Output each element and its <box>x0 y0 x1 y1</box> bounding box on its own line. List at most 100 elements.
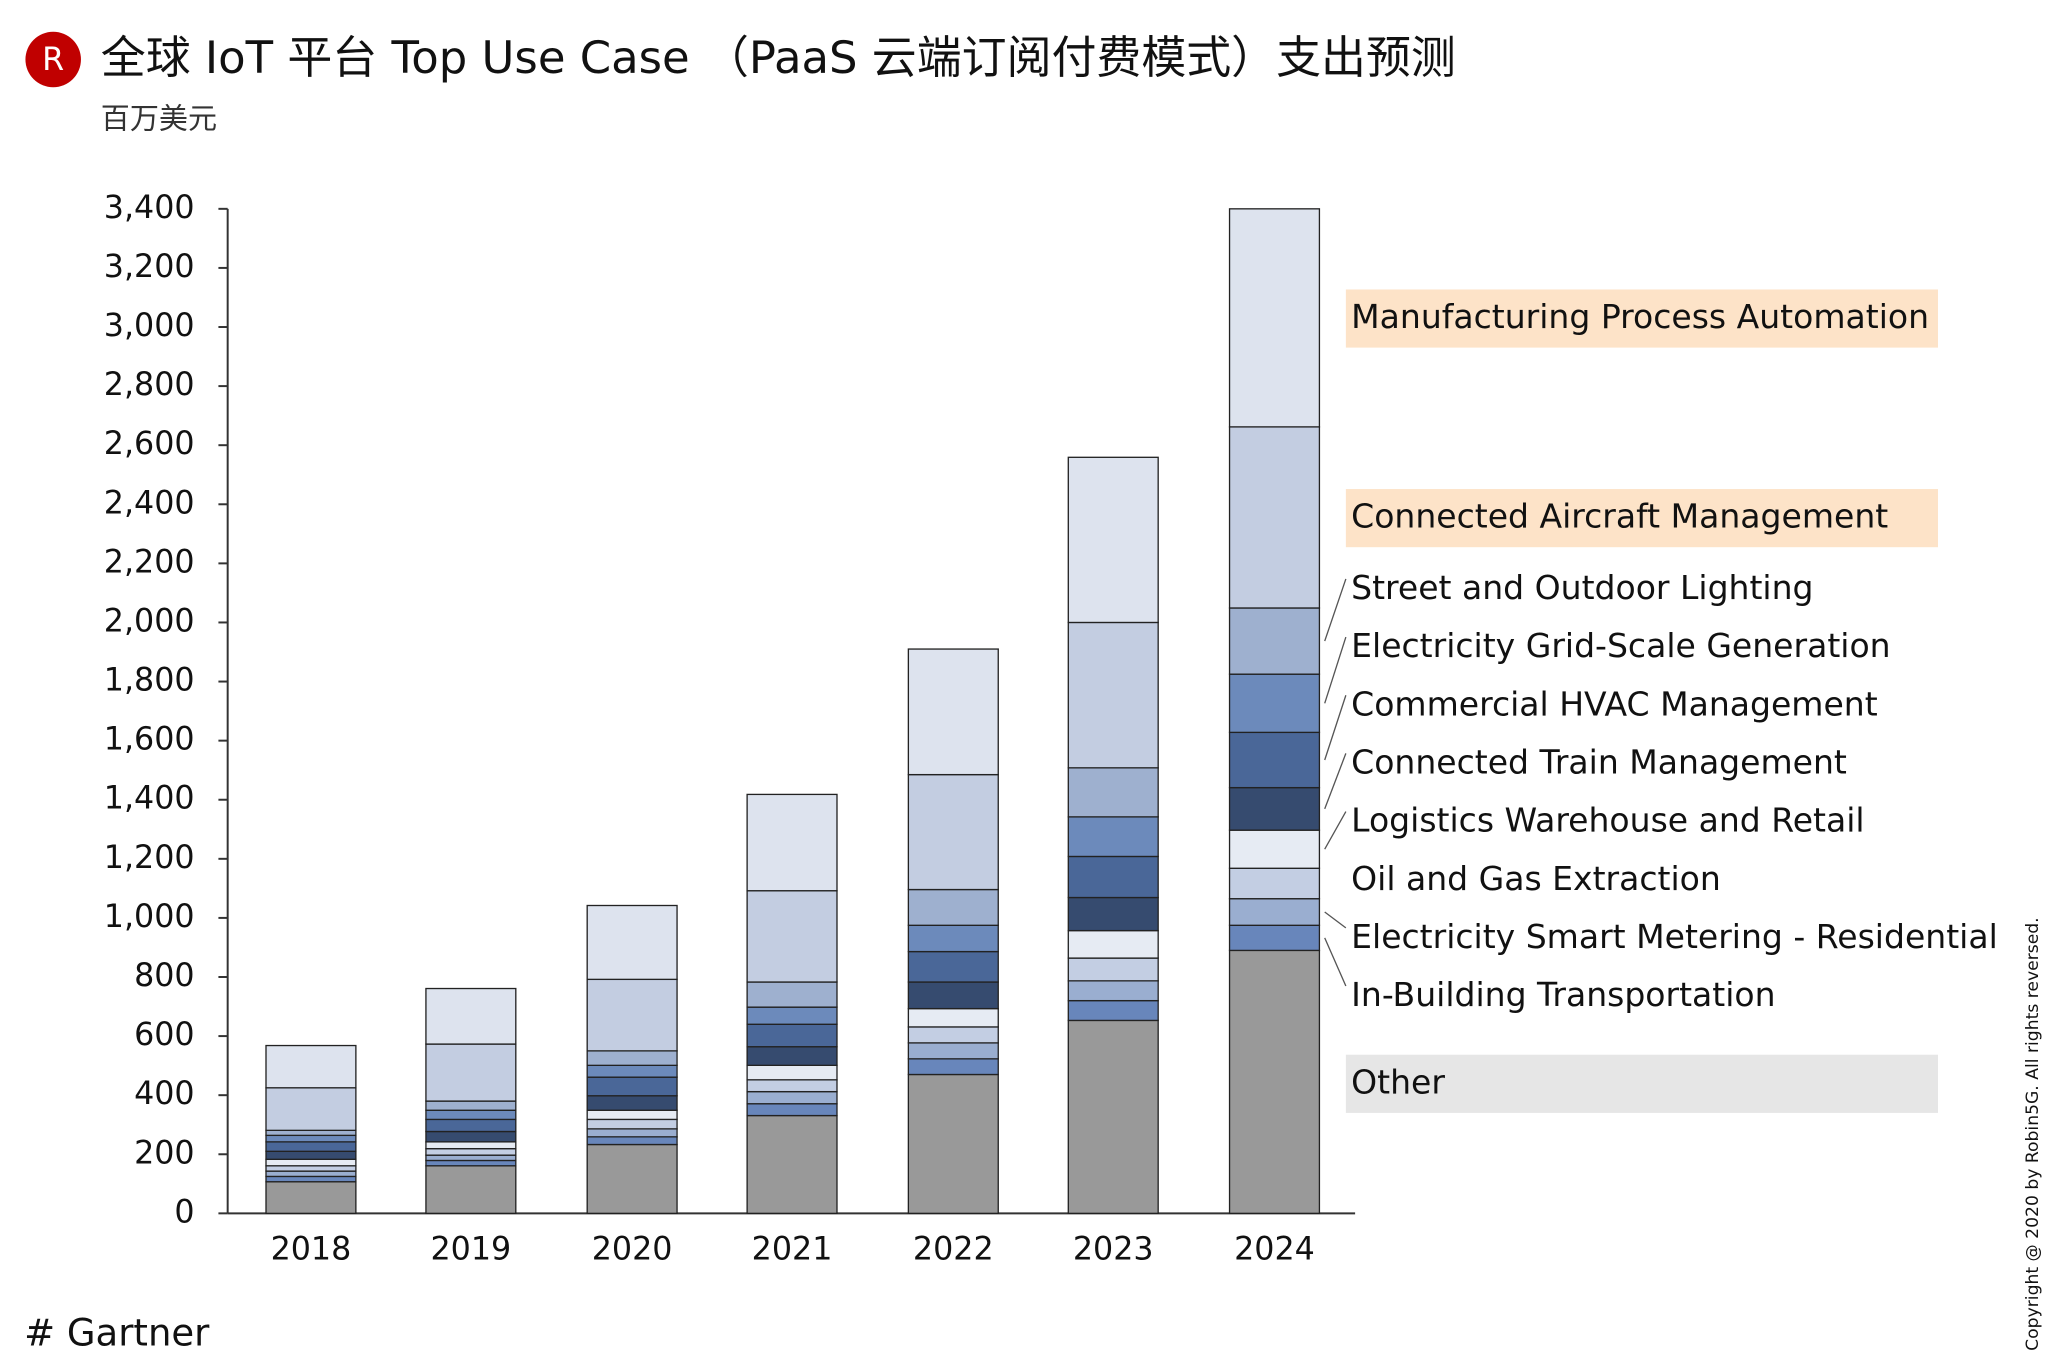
bar-segment <box>1067 896 1159 932</box>
x-tick-label: 2020 <box>592 1231 673 1267</box>
chart-title: 全球 IoT 平台 Top Use Case （PaaS 云端订阅付费模式）支出… <box>101 31 1456 84</box>
bar-segment <box>425 1165 517 1215</box>
bar-segment <box>586 1064 678 1078</box>
y-tick-label: 2,600 <box>104 426 195 462</box>
bar-segment <box>265 1175 357 1183</box>
legend-label: Electricity Smart Metering - Residential <box>1351 917 1998 956</box>
bar-segment <box>1067 957 1159 982</box>
legend-leader <box>1324 811 1347 850</box>
y-tick-label: 1,400 <box>104 781 195 817</box>
legend-leader <box>1324 911 1347 929</box>
bar-segment <box>907 648 999 776</box>
bar-segment <box>746 1046 838 1066</box>
bar-segment <box>425 1100 517 1111</box>
bar-segment <box>907 1058 999 1076</box>
y-tick-label: 3,400 <box>104 190 195 226</box>
bar-segment <box>586 1128 678 1138</box>
y-tick-label: 0 <box>174 1194 194 1230</box>
bar-segment <box>586 1143 678 1215</box>
legend-highlight <box>1345 1054 1938 1113</box>
bar-segment <box>907 888 999 926</box>
bar-segment <box>265 1158 357 1167</box>
y-tick-label: 1,800 <box>104 663 195 699</box>
bar-segment <box>907 773 999 891</box>
y-tick-label: 1,200 <box>104 840 195 876</box>
bar-segment <box>1067 855 1159 899</box>
legend-label: Connected Train Management <box>1351 742 1847 781</box>
x-tick-label: 2022 <box>913 1231 994 1267</box>
bar-segment <box>1067 621 1159 769</box>
bar-segment <box>746 1064 838 1081</box>
logo-circle <box>25 31 81 88</box>
bar-segment <box>907 950 999 983</box>
bar-segment <box>1228 949 1321 1215</box>
bar-segment <box>1067 980 1159 1002</box>
x-tick-label: 2023 <box>1073 1231 1154 1267</box>
y-tick-label: 200 <box>134 1135 195 1171</box>
bar-segment <box>425 1159 517 1167</box>
bar-segment <box>746 1103 838 1117</box>
bar-segment <box>1228 208 1321 428</box>
x-tick-label: 2018 <box>271 1231 352 1267</box>
bar-segment <box>425 1043 517 1102</box>
bar-segment <box>746 1023 838 1048</box>
bar-segment <box>746 890 838 983</box>
bar-segment <box>586 1095 678 1111</box>
bar-segment <box>907 981 999 1010</box>
y-tick-label: 3,000 <box>104 308 195 344</box>
copyright: Copyright @ 2020 by Robin5G. All rights … <box>2023 917 2043 1350</box>
bar-segment <box>425 1147 517 1156</box>
bar-segment <box>746 1114 838 1215</box>
bar-segment <box>746 981 838 1008</box>
bar-segment <box>746 1090 838 1105</box>
legend-label: Manufacturing Process Automation <box>1351 297 1929 336</box>
legend-highlight <box>1345 489 1938 548</box>
bar-segment <box>586 1109 678 1121</box>
bar-segment <box>265 1141 357 1152</box>
bar-segment <box>907 924 999 953</box>
bar-segment <box>1067 999 1159 1022</box>
logo: R <box>42 42 64 78</box>
source: # Gartner <box>24 1311 210 1354</box>
bar-segment <box>1067 929 1159 959</box>
bar-segment <box>586 1050 678 1066</box>
bar-segment <box>586 1118 678 1130</box>
chart-subtitle: 百万美元 <box>101 101 217 135</box>
bar-segment <box>586 1076 678 1097</box>
bar-segment <box>265 1044 357 1089</box>
bar-segment <box>907 1042 999 1060</box>
bar-segment <box>586 1136 678 1146</box>
bar-segment <box>265 1087 357 1131</box>
legend-leader <box>1324 937 1347 987</box>
y-tick-label: 3,200 <box>104 249 195 285</box>
y-tick-label: 1,600 <box>104 722 195 758</box>
y-tick-label: 2,400 <box>104 485 195 521</box>
bar-segment <box>265 1181 357 1215</box>
bar-segment <box>586 978 678 1052</box>
bar-segment <box>907 1007 999 1028</box>
legend-leader <box>1324 753 1347 810</box>
legend-label: Commercial HVAC Management <box>1351 684 1878 723</box>
bar-segment <box>265 1129 357 1137</box>
bar-segment <box>1228 829 1321 869</box>
bar-segment <box>907 1026 999 1044</box>
legend-leader <box>1324 578 1347 642</box>
legend-label: Street and Outdoor Lighting <box>1351 568 1813 607</box>
y-tick-label: 600 <box>134 1017 195 1053</box>
x-tick-label: 2024 <box>1234 1231 1315 1267</box>
legend-label: In-Building Transportation <box>1351 975 1775 1014</box>
bar-segment <box>746 1079 838 1093</box>
bar-segment <box>425 1109 517 1121</box>
x-tick-label: 2019 <box>431 1231 512 1267</box>
bar-segment <box>265 1150 357 1160</box>
bar-segment <box>1228 673 1321 734</box>
y-tick-label: 1,000 <box>104 899 195 935</box>
bar-segment <box>265 1165 357 1172</box>
y-tick-label: 2,800 <box>104 367 195 403</box>
bar-segment <box>1228 867 1321 900</box>
bar-segment <box>265 1170 357 1178</box>
bar-segment <box>425 1118 517 1133</box>
legend-label: Other <box>1351 1062 1445 1101</box>
